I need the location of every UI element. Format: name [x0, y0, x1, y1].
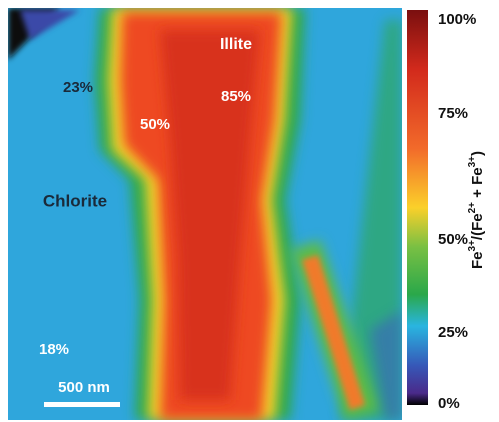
- superscript: 3+: [467, 156, 478, 168]
- label-part: Fe: [469, 251, 486, 269]
- label-part: ): [469, 151, 486, 156]
- annotation: Chlorite: [43, 191, 107, 210]
- scale-bar: [44, 402, 120, 407]
- superscript: 3+: [467, 240, 478, 252]
- colorbar-tick-label: 100%: [438, 11, 476, 28]
- annotation: 85%: [221, 88, 251, 105]
- colorbar-label: Fe3+/(Fe2+ + Fe3+): [467, 151, 486, 269]
- colorbar: [407, 10, 428, 405]
- colorbar-tick-label: 25%: [438, 324, 468, 341]
- colorbar-ticks: 100% 75% 50% 25% 0%: [438, 11, 476, 412]
- map: [8, 8, 402, 420]
- annotation: 23%: [63, 79, 93, 96]
- colorbar-tick-label: 50%: [438, 231, 468, 248]
- annotation: 18%: [39, 341, 69, 358]
- colorbar-tick-label: 75%: [438, 105, 468, 122]
- label-part: /(Fe: [469, 213, 486, 240]
- scale-bar-label: 500 nm: [58, 379, 110, 396]
- label-part: + Fe: [469, 167, 486, 202]
- colorbar-tick-label: 0%: [438, 395, 460, 412]
- annotation: 50%: [140, 116, 170, 133]
- superscript: 2+: [467, 202, 478, 214]
- annotation: Illite: [220, 36, 252, 53]
